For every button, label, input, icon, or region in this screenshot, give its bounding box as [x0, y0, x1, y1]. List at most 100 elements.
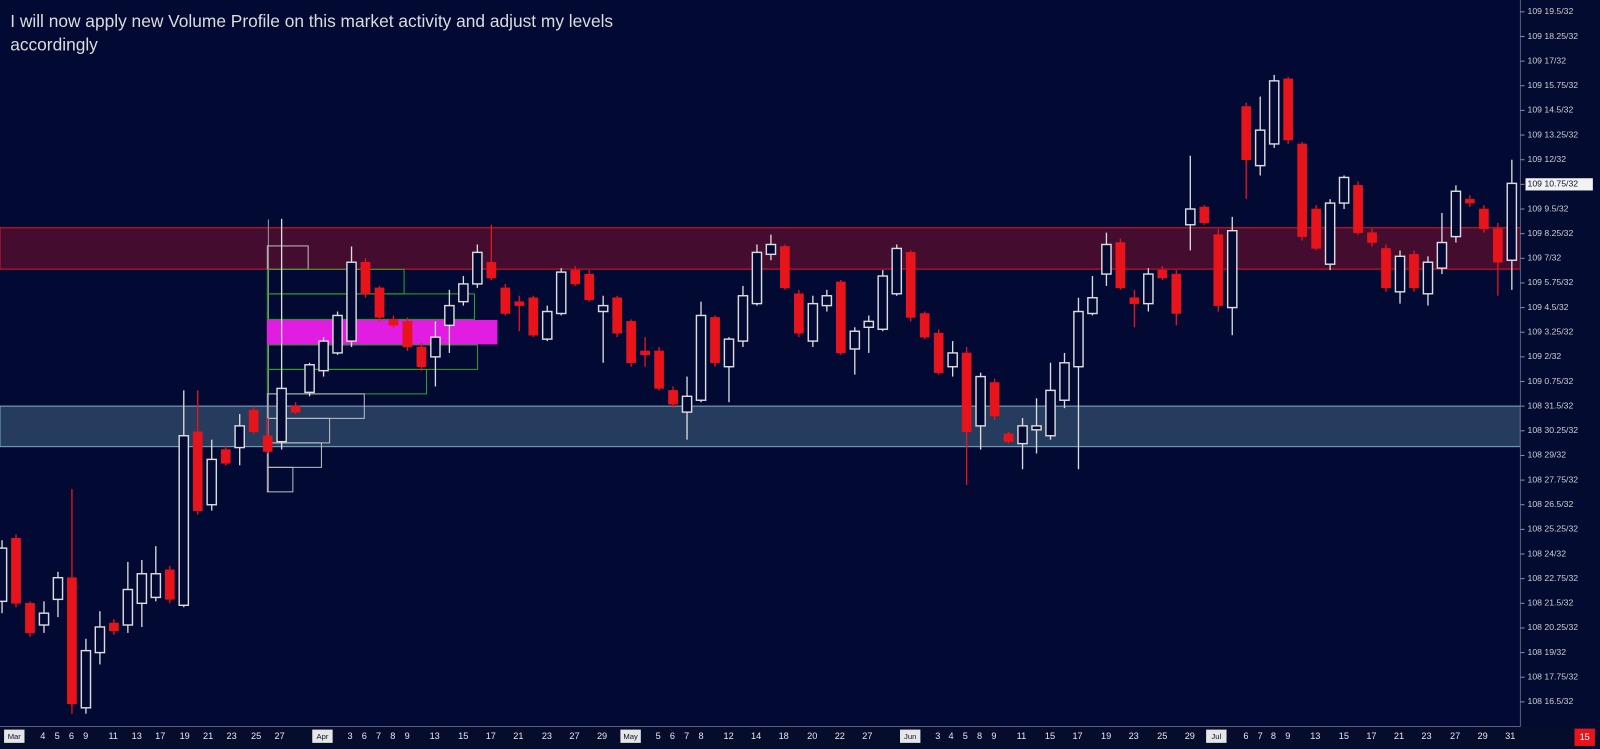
x-tick-label: 8 [977, 731, 982, 741]
candle-down [1171, 273, 1182, 314]
candle-up [430, 336, 441, 358]
y-tick-label: 108 27.75/32 [1528, 474, 1579, 484]
candle-up [444, 304, 455, 327]
candle-down [1199, 206, 1210, 224]
x-tick-label: 15 [458, 731, 468, 741]
y-tick-label: 109 14.5/32 [1528, 105, 1574, 115]
x-tick-label: 31 [1505, 731, 1515, 741]
x-tick-label: Jul [1211, 732, 1221, 741]
x-tick-label: 3 [347, 731, 352, 741]
candle-down [654, 350, 664, 389]
y-tick-label: 109 18.25/32 [1528, 31, 1579, 41]
candle-up [849, 330, 861, 350]
x-tick-label: 8 [1271, 731, 1276, 741]
x-tick-label: 13 [1310, 731, 1320, 741]
candle-down [25, 603, 35, 634]
price-axis: 109 19.5/32 109 18.25/32 109 17/32 109 15.7… [1520, 6, 1593, 706]
x-tick-label: 4 [948, 731, 953, 741]
y-tick-label: 109 3.25/32 [1528, 327, 1574, 337]
candle-down [584, 273, 595, 300]
candle-up [807, 302, 819, 342]
candle-up [1031, 425, 1042, 431]
x-tick-label: 25 [251, 731, 261, 741]
x-tick-label: 27 [862, 731, 872, 741]
y-tick-label: 108 19/32 [1528, 647, 1567, 657]
candle-up [332, 314, 343, 354]
x-tick-label: 9 [83, 731, 88, 741]
price-zone [0, 405, 1522, 448]
candle-down [11, 537, 21, 604]
candle-down [640, 350, 650, 356]
candle-down [794, 293, 804, 334]
x-tick-label: 25 [1157, 731, 1167, 741]
x-tick-label: 5 [656, 731, 661, 741]
x-tick-label: 7 [376, 731, 381, 741]
annotation: accordingly [10, 35, 98, 55]
x-tick-label: 9 [991, 731, 996, 741]
candle-up [276, 387, 287, 443]
candle-down [67, 577, 77, 705]
candle-up [1254, 129, 1266, 167]
month-box [312, 729, 333, 743]
candle-up [723, 338, 735, 368]
x-tick-label: 13 [132, 731, 142, 741]
candle-up [1226, 229, 1238, 309]
candle-up [821, 295, 833, 307]
candle-up [1073, 310, 1084, 368]
candle-down [360, 261, 371, 295]
candle-up [681, 395, 693, 413]
candle-down [1493, 228, 1503, 263]
y-tick-label: 108 29/32 [1528, 450, 1567, 460]
candle-down [612, 297, 622, 334]
x-tick-label: 6 [670, 731, 675, 741]
candle-down [933, 332, 944, 373]
x-tick-label: Jun [904, 732, 916, 741]
candle-up [1143, 273, 1154, 305]
y-tick-label: 108 30.25/32 [1528, 425, 1579, 435]
candle-up [0, 547, 8, 603]
candle-down [1283, 78, 1294, 141]
candle-up [38, 612, 50, 626]
x-tick-label: 5 [963, 731, 968, 741]
candle-up [765, 243, 777, 256]
month-box [4, 729, 25, 743]
x-tick-label: 29 [1478, 731, 1488, 741]
candle-up [80, 649, 92, 709]
candle-up [1450, 190, 1462, 238]
candle-up [751, 251, 763, 305]
candle-down [1409, 254, 1419, 289]
x-tick-label: 4 [40, 731, 45, 741]
candle-up [122, 588, 134, 626]
candle-down [416, 346, 427, 367]
x-tick-label: 12 [723, 731, 733, 741]
candle-down [500, 287, 511, 314]
candle-up [975, 375, 986, 427]
candle-up [346, 261, 357, 342]
month-box [900, 729, 921, 743]
candle-up [695, 314, 707, 401]
y-tick-label: 109 10.75/32 [1528, 179, 1579, 189]
badge: 15 [1580, 732, 1590, 742]
candle-down [1003, 433, 1014, 442]
candle-up [1185, 208, 1196, 226]
y-tick-label: 109 13.25/32 [1528, 129, 1579, 139]
candle-up [1394, 255, 1406, 293]
x-tick-label: 23 [227, 731, 237, 741]
candle-down [780, 246, 790, 289]
x-tick-label: Apr [317, 732, 329, 741]
candle-up [1506, 182, 1518, 261]
x-tick-label: 3 [935, 731, 940, 741]
y-tick-label: 109 8.25/32 [1528, 228, 1574, 238]
x-tick-label: 21 [203, 731, 213, 741]
last-price-box [1525, 178, 1593, 191]
month-box [620, 729, 641, 743]
candle-down [919, 313, 930, 338]
x-tick-label: 17 [1072, 731, 1082, 741]
candle-down [1157, 269, 1168, 279]
candle-down [1465, 198, 1475, 204]
y-tick-label: 109 12/32 [1528, 154, 1567, 164]
x-tick-label: 8 [390, 731, 395, 741]
candle-up [891, 247, 903, 295]
